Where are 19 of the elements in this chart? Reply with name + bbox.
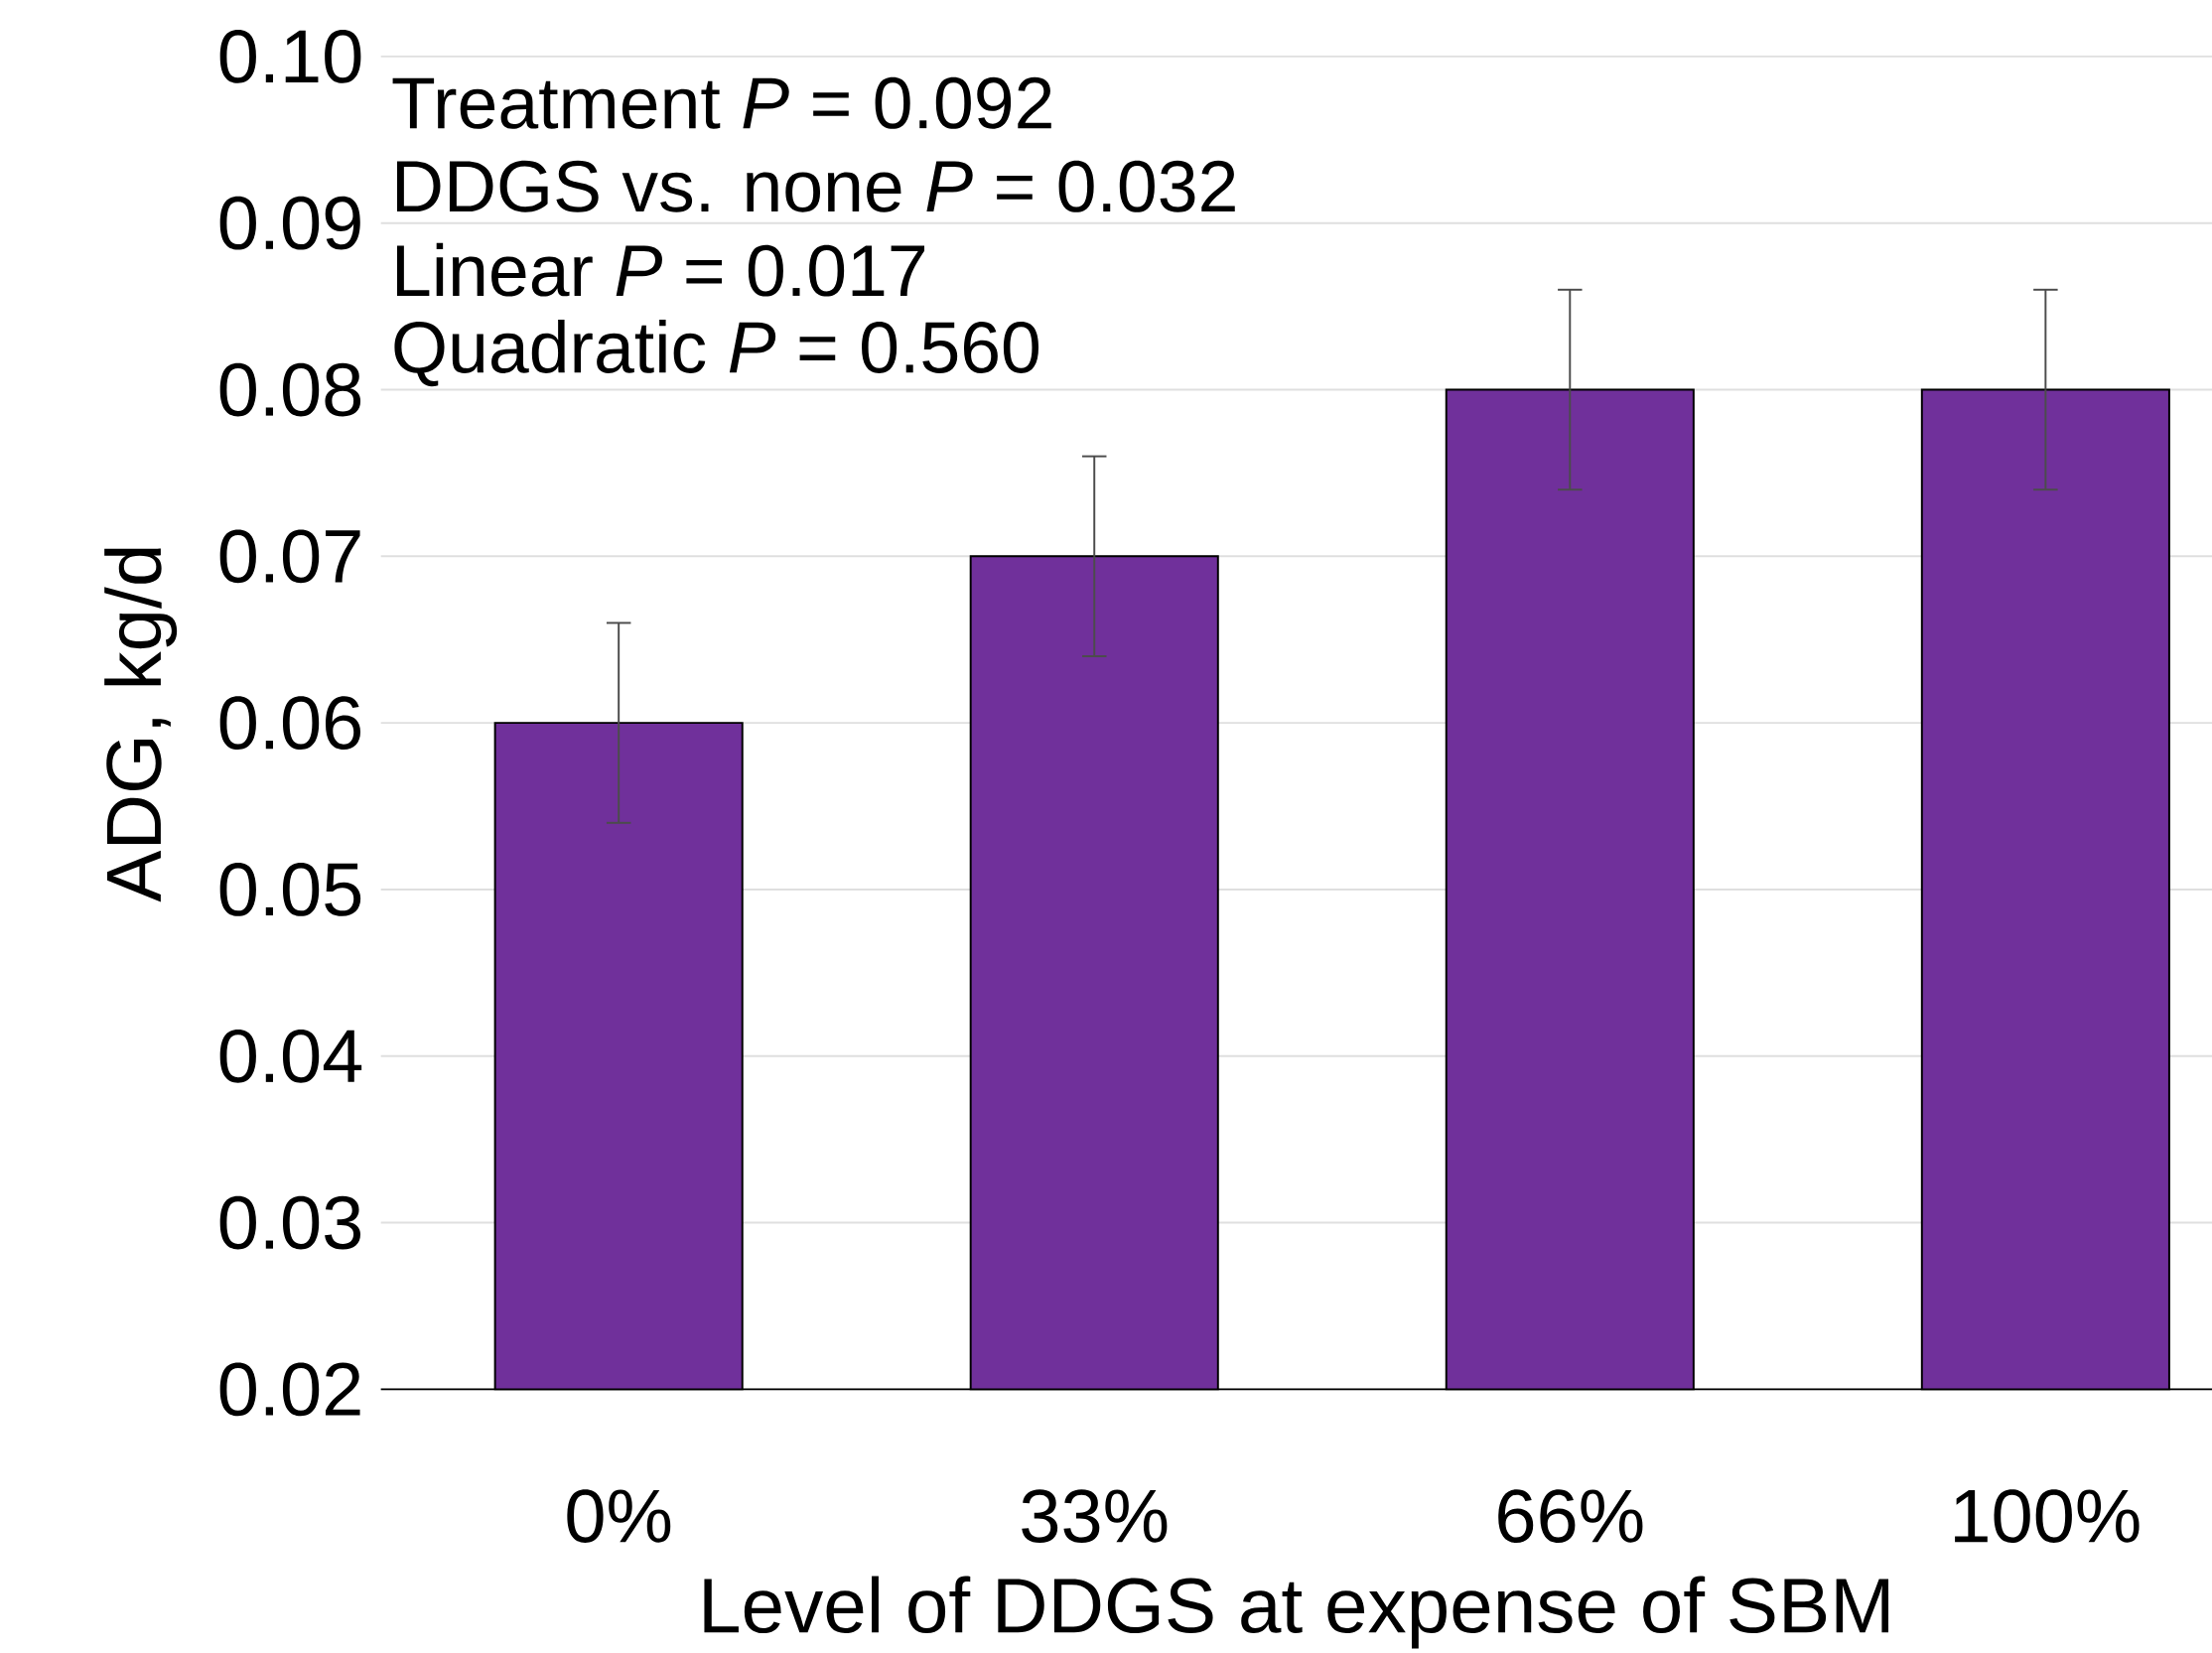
y-tick-label: 0.09 — [219, 196, 360, 250]
x-tick-label: 0% — [567, 1489, 671, 1543]
x-axis-title: Level of DDGS at expense of SBM — [704, 1576, 1889, 1649]
y-tick-label: 0.07 — [219, 529, 360, 584]
y-tick-label: 0.05 — [219, 863, 361, 916]
annotation: Linear P = 0.017 — [396, 242, 925, 297]
x-tick-label: 33% — [1022, 1489, 1168, 1543]
x-tick-label: 100% — [1955, 1489, 2140, 1543]
y-tick-label: 0.04 — [219, 1029, 362, 1083]
annotation: Treatment P = 0.092 — [392, 76, 1051, 129]
y-tick-label: 0.02 — [219, 1362, 360, 1417]
y-tick-label: 0.08 — [219, 362, 361, 417]
y-tick-label: 0.06 — [219, 696, 360, 750]
y-axis-title: ADG, kg/d — [104, 548, 178, 902]
annotation: DDGS vs. none P = 0.032 — [396, 160, 1235, 212]
x-tick-label: 66% — [1498, 1489, 1643, 1543]
y-tick-label: 0.10 — [219, 30, 361, 83]
y-tick-label: 0.03 — [219, 1195, 360, 1250]
annotation: Quadratic P = 0.560 — [394, 320, 1038, 387]
